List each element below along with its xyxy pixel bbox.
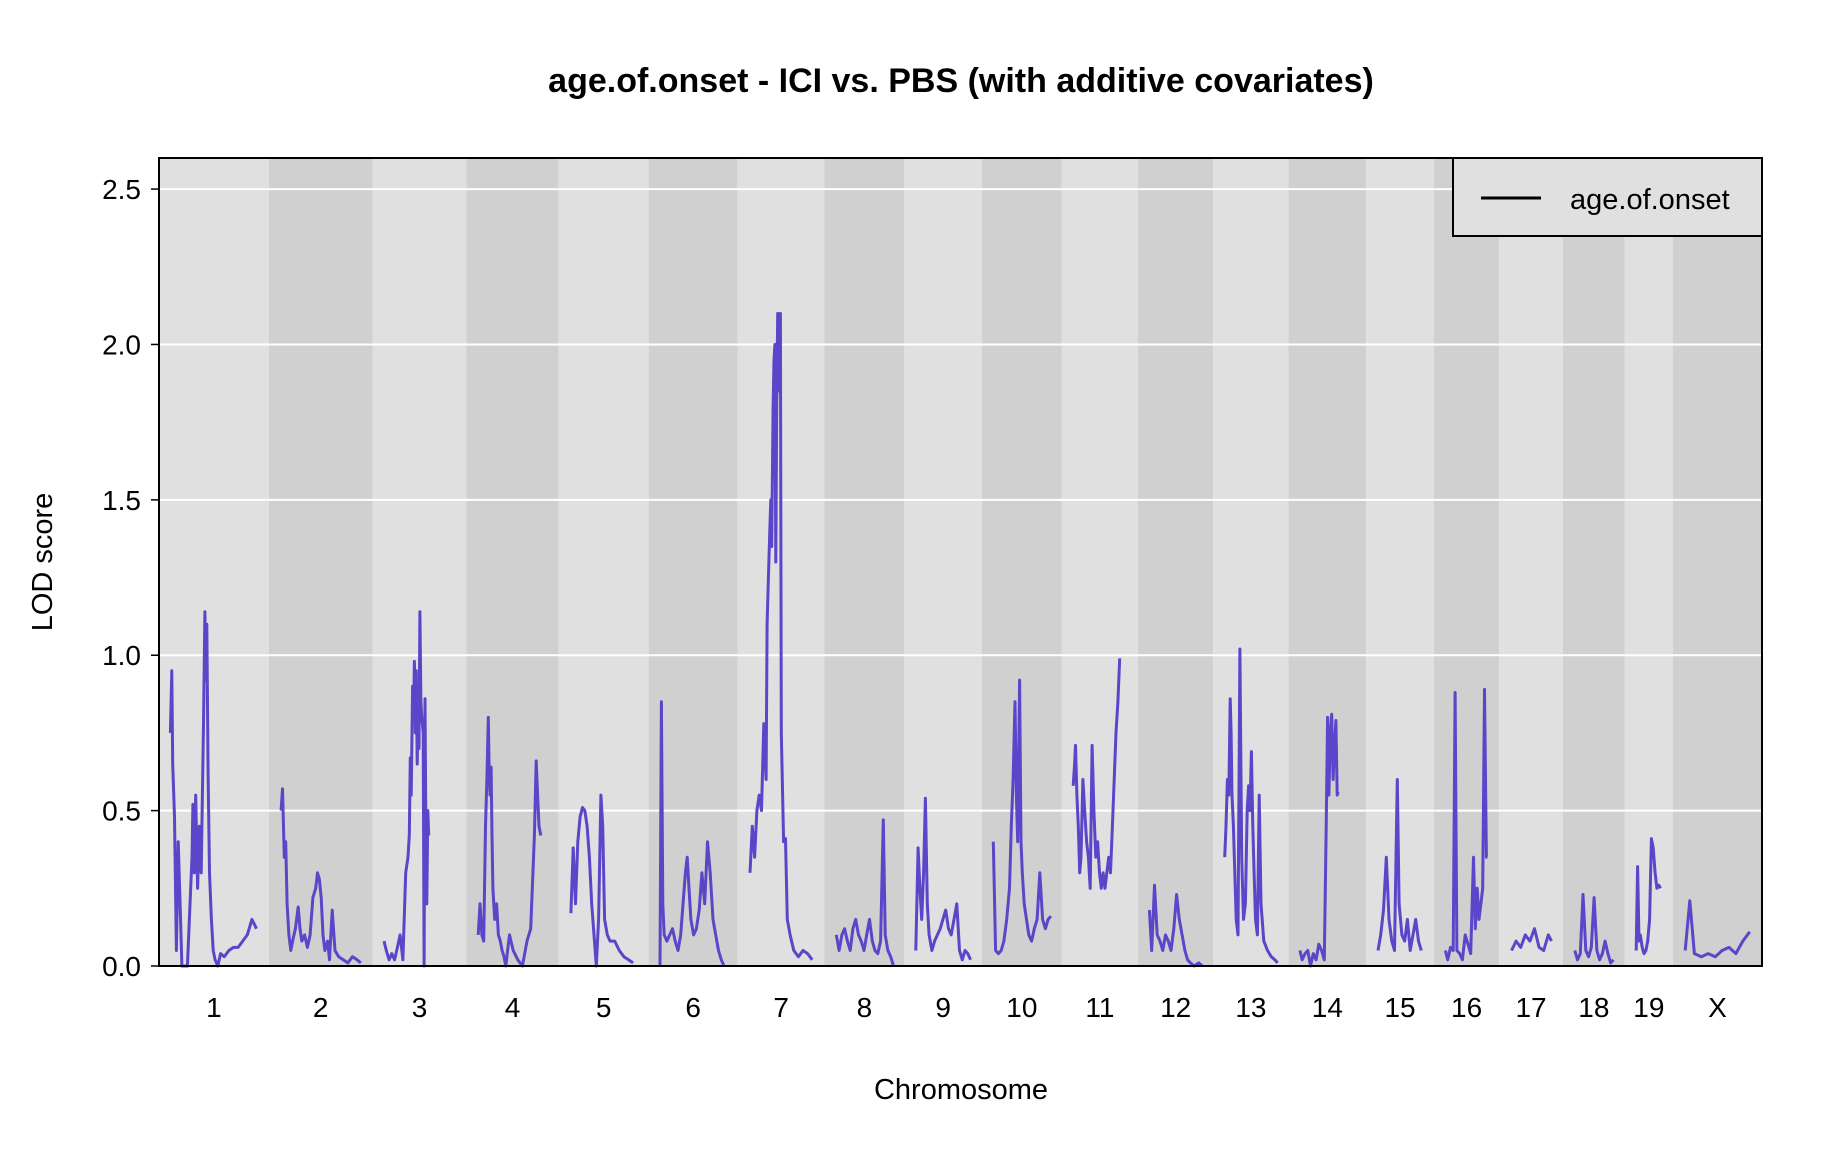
- chromosome-band-15: [1366, 158, 1435, 966]
- lod-line-chr-4: [476, 715, 543, 968]
- lod-line-chr-7: [748, 311, 814, 961]
- lod-line-chr-1: [168, 610, 258, 968]
- lod-line-chr-2: [279, 787, 362, 965]
- x-tick-label-1: 1: [206, 992, 222, 1023]
- legend-label: age.of.onset: [1570, 184, 1730, 216]
- x-tick-label-X: X: [1708, 992, 1727, 1023]
- chart-title: age.of.onset - ICI vs. PBS (with additiv…: [548, 62, 1374, 100]
- chromosome-band-16: [1434, 158, 1500, 966]
- lod-line-chr-11: [1071, 658, 1122, 890]
- lod-line-chr-X: [1683, 899, 1751, 959]
- lod-line-chr-13: [1223, 647, 1279, 964]
- chromosome-band-8: [824, 158, 905, 966]
- chromosome-band-17: [1499, 158, 1563, 966]
- x-tick-label-18: 18: [1578, 992, 1609, 1023]
- chromosome-band-18: [1562, 158, 1625, 966]
- lod-line-chr-10: [991, 678, 1053, 956]
- y-tick-label: 1.0: [102, 640, 141, 671]
- y-axis: 0.0 0.5 1.0 1.5 2.0 2.5: [102, 174, 159, 982]
- chromosome-bands: [159, 158, 1762, 966]
- lod-line-chr-17: [1510, 927, 1553, 952]
- lod-line-chr-14: [1298, 712, 1340, 968]
- x-tick-label-6: 6: [685, 992, 701, 1023]
- lod-line-chr-6: [658, 700, 726, 967]
- chromosome-band-2: [268, 158, 373, 966]
- chromosome-band-X: [1672, 158, 1762, 966]
- x-tick-label-15: 15: [1384, 992, 1415, 1023]
- x-tick-label-17: 17: [1515, 992, 1546, 1023]
- y-axis-label: LOD score: [27, 493, 59, 632]
- x-axis-label: Chromosome: [874, 1074, 1048, 1106]
- y-tick-label: 0.5: [102, 796, 141, 827]
- lod-line-chr-19: [1634, 837, 1662, 956]
- x-tick-label-10: 10: [1006, 992, 1037, 1023]
- x-tick-label-16: 16: [1451, 992, 1482, 1023]
- series-group: [168, 311, 1751, 968]
- chromosome-band-9: [904, 158, 982, 966]
- x-tick-label-12: 12: [1160, 992, 1191, 1023]
- x-tick-label-9: 9: [935, 992, 951, 1023]
- y-tick-label: 1.5: [102, 485, 141, 516]
- chromosome-band-11: [1061, 158, 1139, 966]
- chromosome-band-1: [159, 158, 269, 966]
- plot-frame: [158, 157, 1763, 967]
- x-tick-label-14: 14: [1312, 992, 1343, 1023]
- lod-line-chr-15: [1376, 778, 1423, 952]
- y-tick-label: 2.0: [102, 329, 141, 360]
- x-tick-label-4: 4: [505, 992, 521, 1023]
- chromosome-band-19: [1624, 158, 1673, 966]
- x-tick-label-2: 2: [313, 992, 329, 1023]
- y-tick-label: 2.5: [102, 174, 141, 205]
- x-tick-label-11: 11: [1085, 992, 1114, 1023]
- x-tick-label-5: 5: [596, 992, 612, 1023]
- lod-line-chr-16: [1443, 687, 1488, 962]
- chromosome-band-12: [1138, 158, 1214, 966]
- y-tick-label: 0.0: [102, 951, 141, 982]
- x-tick-label-8: 8: [857, 992, 873, 1023]
- x-tick-label-13: 13: [1235, 992, 1266, 1023]
- x-axis: 1 2 3 4 5 6 7 8 9 10 11 12 13 14 15 16 17 18 19 X: [206, 992, 1727, 1023]
- lod-line-chr-12: [1147, 883, 1204, 968]
- legend: age.of.onset: [1452, 157, 1763, 237]
- x-tick-label-19: 19: [1633, 992, 1664, 1023]
- lod-line-chr-9: [914, 796, 972, 962]
- chromosome-band-4: [466, 158, 559, 966]
- chromosome-band-3: [372, 158, 467, 966]
- lod-line-chr-8: [834, 818, 895, 967]
- x-tick-label-7: 7: [773, 992, 789, 1023]
- lod-line-chr-18: [1573, 893, 1615, 965]
- x-tick-label-3: 3: [412, 992, 428, 1023]
